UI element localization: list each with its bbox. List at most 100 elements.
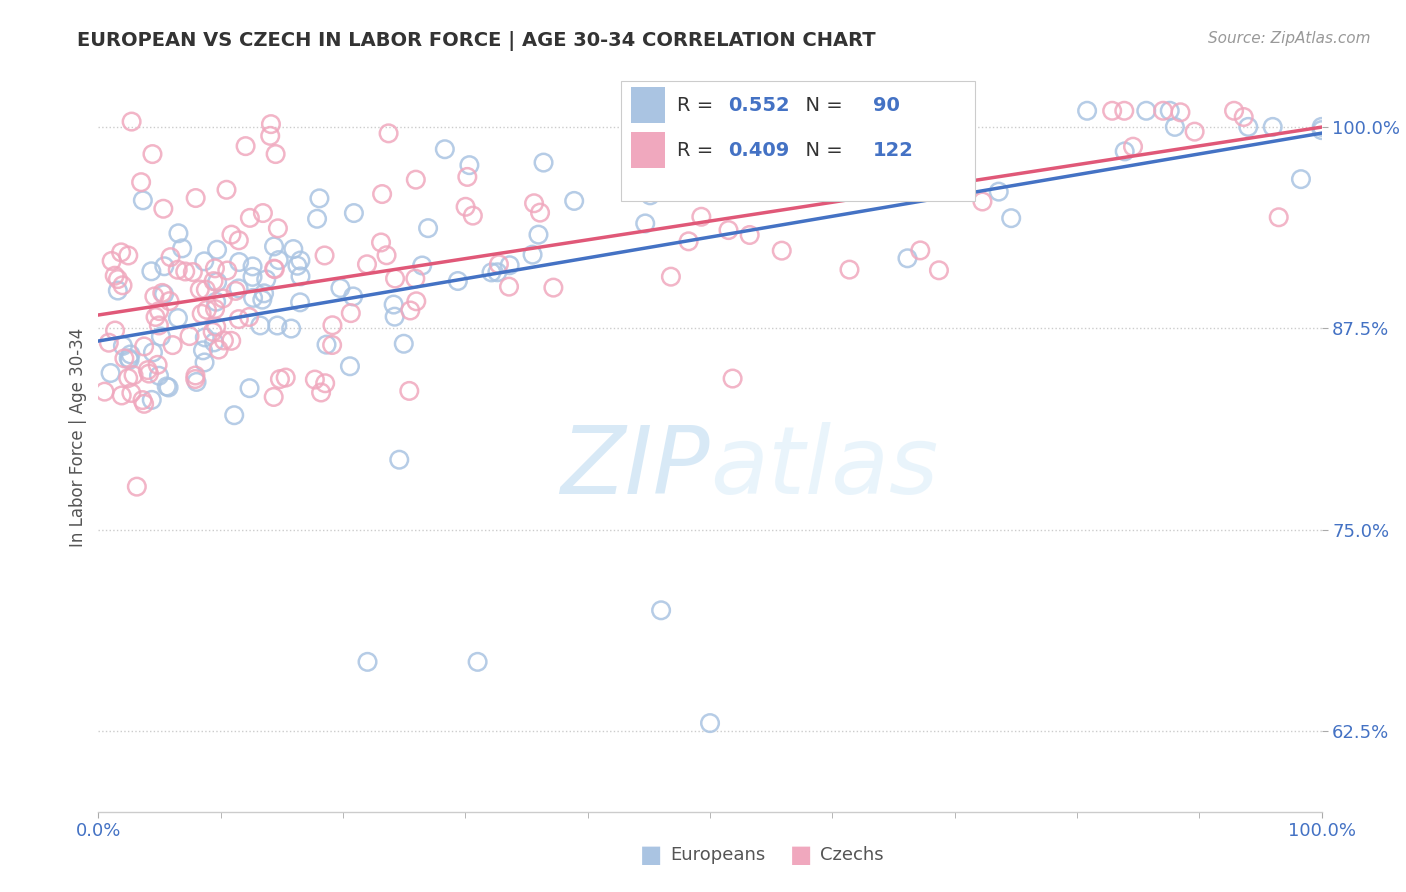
Point [253,286,276,301]
Point [228,312,250,326]
Point [141,264,163,278]
Point [100,366,122,380]
Point [259,128,281,143]
Point [928,263,950,277]
Point [488,257,510,271]
Point [172,241,194,255]
Point [111,339,134,353]
Point [157,380,180,394]
Point [204,302,226,317]
Point [392,336,415,351]
Point [321,338,343,352]
Text: R =: R = [678,95,720,115]
Point [382,297,405,311]
Text: Czechs: Czechs [820,846,883,863]
Point [131,393,153,408]
Point [1164,120,1187,134]
Point [148,368,170,383]
Point [111,278,134,293]
Point [193,254,215,268]
Point [830,159,852,173]
Point [149,329,172,343]
Point [533,155,555,169]
Point [290,269,312,284]
Point [1223,103,1246,118]
Point [143,289,166,303]
Text: ZIP: ZIP [561,422,710,513]
Point [650,603,672,617]
Point [252,206,274,220]
Point [405,172,427,186]
Point [122,368,145,383]
Point [416,221,439,235]
Point [238,381,260,395]
Point [314,376,336,391]
Point [738,227,761,242]
Point [481,265,503,279]
Point [1289,172,1312,186]
Point [194,330,217,344]
Point [132,194,155,208]
Point [343,206,366,220]
Point [342,289,364,303]
Point [190,307,212,321]
Point [118,351,141,366]
Point [264,147,287,161]
Point [1184,125,1206,139]
Point [125,480,148,494]
Point [162,338,184,352]
Point [228,233,250,247]
Point [153,259,176,273]
Point [191,343,214,358]
Point [145,310,167,324]
Point [288,295,311,310]
Point [1261,120,1284,134]
Point [910,244,932,258]
Point [461,209,484,223]
Point [280,321,302,335]
Point [879,134,901,148]
Point [910,175,932,189]
Point [184,191,207,205]
Point [104,324,127,338]
Text: 90: 90 [873,95,900,115]
Point [215,183,238,197]
Point [225,284,247,298]
Point [309,385,332,400]
Point [202,274,225,288]
Point [388,452,411,467]
Point [689,175,711,189]
Text: Source: ZipAtlas.com: Source: ZipAtlas.com [1208,31,1371,46]
Point [107,284,129,298]
Point [274,370,297,384]
Point [150,285,173,300]
Point [156,379,179,393]
Point [141,392,163,407]
Point [1152,103,1174,118]
Point [314,248,336,262]
FancyBboxPatch shape [620,81,976,201]
Point [813,103,835,118]
Point [159,250,181,264]
Point [405,294,427,309]
Point [263,261,285,276]
Text: 122: 122 [873,141,914,160]
Point [290,253,312,268]
Point [260,117,283,131]
Point [152,202,174,216]
Point [686,184,709,198]
Point [224,408,246,422]
Point [398,384,420,398]
Point [467,655,489,669]
Point [1159,103,1181,118]
Text: ■: ■ [790,843,813,866]
Point [136,363,159,377]
Text: ■: ■ [640,843,662,866]
Point [1233,110,1256,124]
Point [188,283,211,297]
Point [1237,120,1260,134]
Point [97,335,120,350]
Point [972,194,994,209]
Text: atlas: atlas [710,422,938,513]
Point [267,221,290,235]
